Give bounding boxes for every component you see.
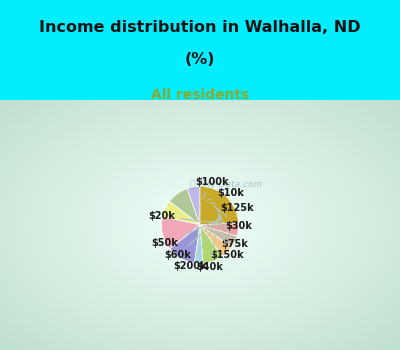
Text: Income distribution in Walhalla, ND: Income distribution in Walhalla, ND [39,20,361,35]
Wedge shape [200,225,232,256]
Wedge shape [200,225,222,263]
Wedge shape [200,223,238,236]
Text: $75k: $75k [217,209,248,250]
Text: $50k: $50k [152,219,220,248]
Wedge shape [200,225,237,247]
Wedge shape [170,189,200,225]
Wedge shape [162,201,200,225]
Wedge shape [187,186,200,225]
Text: $200k: $200k [174,216,220,271]
Text: $40k: $40k [196,214,224,272]
Text: $60k: $60k [164,218,220,260]
Text: $125k: $125k [210,203,254,213]
Text: ⓘ City-Data.com: ⓘ City-Data.com [190,180,263,189]
Text: $30k: $30k [214,206,252,231]
Text: $10k: $10k [207,188,244,201]
Text: (%): (%) [185,52,215,67]
Text: $100k: $100k [195,177,229,198]
Text: $150k: $150k [211,212,244,260]
Wedge shape [194,225,203,264]
Wedge shape [170,225,200,263]
Wedge shape [162,217,200,249]
Text: $20k: $20k [148,211,221,224]
Wedge shape [200,186,238,225]
Text: All residents: All residents [151,88,249,102]
